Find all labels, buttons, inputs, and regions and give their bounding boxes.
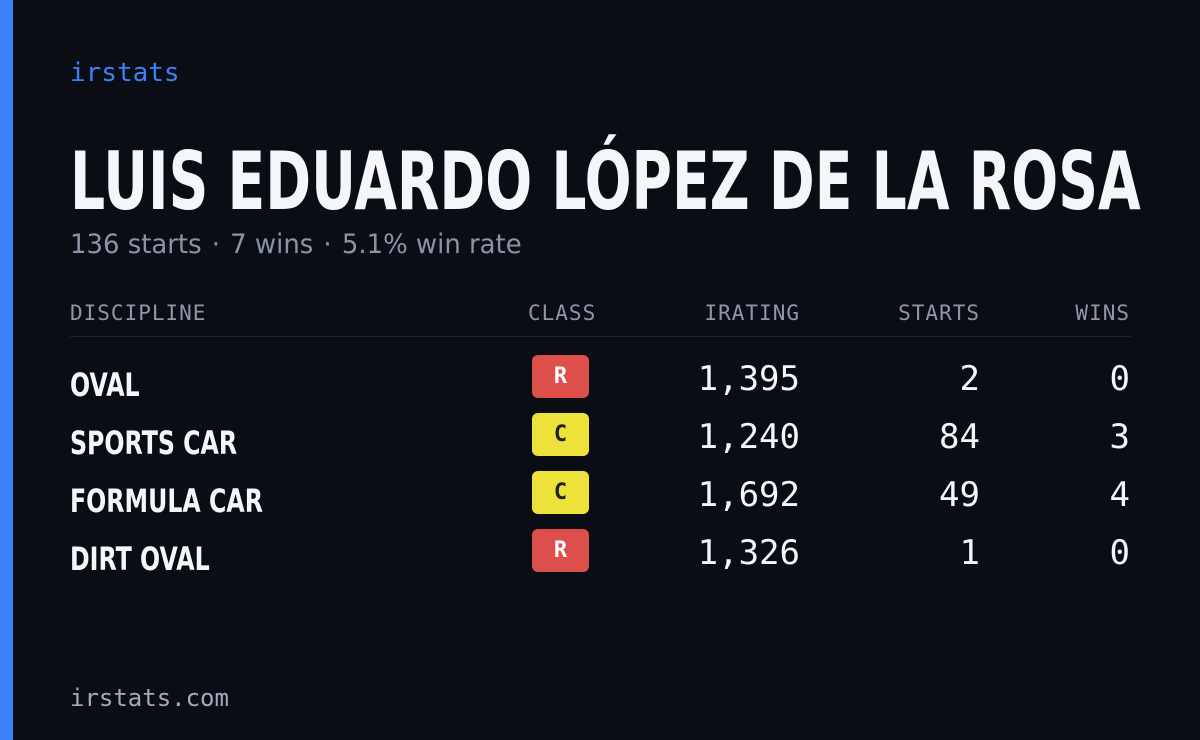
footer-site-link[interactable]: irstats.com bbox=[70, 684, 229, 712]
discipline-label: OVAL bbox=[70, 366, 140, 404]
table-row: FORMULA CAR C 1,692 49 4 bbox=[0, 471, 1200, 529]
irating-value: 1,326 bbox=[697, 533, 800, 573]
starts-value: 2 bbox=[959, 359, 980, 399]
discipline-label: FORMULA CAR bbox=[70, 482, 263, 520]
class-badge: R bbox=[532, 355, 589, 398]
summary-separator: · bbox=[211, 229, 221, 260]
class-badge: R bbox=[532, 529, 589, 572]
wins-value: 0 bbox=[1109, 533, 1130, 573]
irating-value: 1,692 bbox=[697, 475, 800, 515]
class-badge: C bbox=[532, 471, 589, 514]
header-divider bbox=[70, 336, 1131, 337]
irating-value: 1,395 bbox=[697, 359, 800, 399]
summary-win-rate: 5.1% win rate bbox=[341, 229, 522, 260]
summary-starts: 136 starts bbox=[70, 229, 202, 260]
column-header-wins: WINS bbox=[1075, 301, 1130, 325]
wins-value: 0 bbox=[1109, 359, 1130, 399]
irating-value: 1,240 bbox=[697, 417, 800, 457]
discipline-label: DIRT OVAL bbox=[70, 540, 210, 578]
table-row: DIRT OVAL R 1,326 1 0 bbox=[0, 529, 1200, 587]
table-row: SPORTS CAR C 1,240 84 3 bbox=[0, 413, 1200, 471]
accent-bar bbox=[0, 0, 13, 740]
discipline-label: SPORTS CAR bbox=[70, 424, 238, 462]
summary-separator: · bbox=[323, 229, 332, 260]
starts-value: 49 bbox=[939, 475, 980, 515]
wins-value: 4 bbox=[1109, 475, 1130, 515]
summary-wins: 7 wins bbox=[230, 229, 314, 260]
column-header-discipline: DISCIPLINE bbox=[70, 301, 207, 325]
column-header-class: CLASS bbox=[528, 301, 597, 325]
wins-value: 3 bbox=[1109, 417, 1130, 457]
column-header-irating: IRATING bbox=[704, 301, 800, 325]
class-badge: C bbox=[532, 413, 589, 456]
table-row: OVAL R 1,395 2 0 bbox=[0, 355, 1200, 413]
column-header-starts: STARTS bbox=[898, 301, 980, 325]
starts-value: 84 bbox=[939, 417, 980, 457]
driver-name: LUIS EDUARDO LÓPEZ DE LA ROSA bbox=[70, 135, 1141, 228]
brand-logo: irstats bbox=[70, 58, 180, 88]
driver-summary: 136 starts · 7 wins · 5.1% win rate bbox=[70, 229, 522, 261]
starts-value: 1 bbox=[959, 533, 980, 573]
